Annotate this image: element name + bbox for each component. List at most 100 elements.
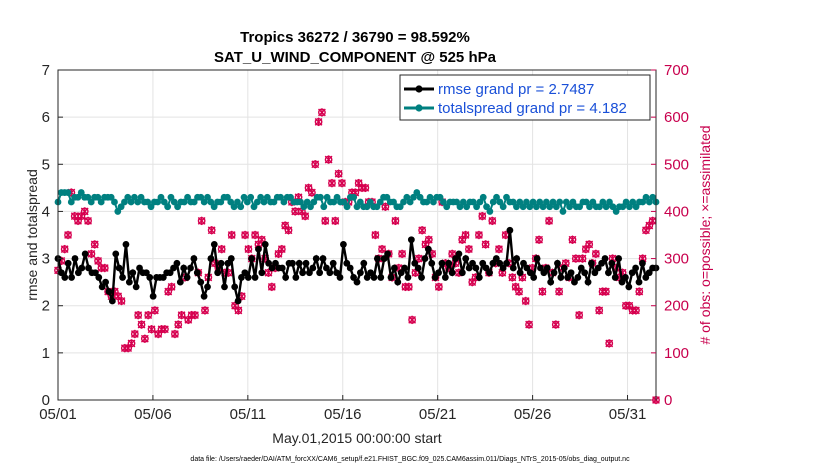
obs-point: [475, 230, 483, 240]
rmse-point: [421, 255, 429, 262]
x-tick-label: 05/31: [609, 406, 647, 423]
totalspread-point: [174, 203, 182, 211]
rmse-point: [64, 259, 72, 267]
rmse-point: [390, 264, 398, 272]
obs-point: [191, 310, 199, 320]
totalspread-point: [97, 198, 105, 206]
totalspread-point: [513, 203, 520, 211]
plot-frame: [57, 69, 657, 401]
totalspread-point: [566, 203, 574, 211]
rmse-point: [74, 269, 82, 277]
chart-title: Tropics 36272 / 36790 = 98.592%: [240, 29, 470, 46]
obs-point: [538, 287, 547, 296]
totalspread-point: [649, 193, 657, 201]
rmse-point: [302, 259, 310, 267]
rmse-point: [543, 264, 551, 272]
totalspread-point: [582, 198, 590, 206]
rmse-point: [594, 264, 602, 272]
rmse-point: [628, 269, 636, 277]
totalspread-point: [459, 198, 467, 206]
obs-point: [130, 329, 139, 339]
totalspread-point: [363, 203, 371, 211]
totalspread-point: [430, 198, 437, 206]
obs-point: [80, 207, 89, 216]
rmse-point: [132, 283, 140, 291]
rmse-point: [224, 259, 232, 267]
totalspread-point: [569, 198, 577, 206]
totalspread-point: [356, 198, 364, 206]
rmse-point: [533, 255, 541, 262]
totalspread-point: [84, 193, 92, 201]
totalspread-point: [486, 208, 494, 215]
totalspread-point: [456, 203, 464, 211]
totalspread-point: [310, 198, 318, 206]
totalspread-point: [257, 193, 265, 201]
totalspread-point: [350, 193, 358, 201]
totalspread-point: [469, 198, 477, 206]
obs-point: [424, 235, 433, 244]
rmse-point: [356, 269, 364, 277]
rmse-point: [404, 274, 412, 281]
totalspread-point: [230, 203, 238, 211]
rmse-point: [170, 264, 177, 272]
obs-point: [578, 254, 587, 263]
rmse-point: [105, 288, 113, 295]
obs-point: [465, 244, 473, 254]
y-right-tick-label: 700: [664, 62, 689, 79]
obs-point: [291, 207, 300, 216]
totalspread-point: [496, 198, 504, 206]
rmse-point: [516, 269, 524, 277]
plot-area: [58, 70, 656, 400]
totalspread-point: [542, 198, 550, 206]
rmse-point: [469, 259, 476, 267]
totalspread-point: [533, 203, 540, 211]
totalspread-point: [121, 198, 128, 206]
totalspread-point: [516, 198, 524, 206]
rmse-point: [91, 269, 99, 277]
obs-point: [207, 226, 216, 235]
obs-point: [555, 287, 564, 296]
obs-point: [595, 306, 604, 315]
obs-point: [371, 230, 380, 240]
obs-point: [90, 240, 99, 249]
legend: rmse grand pr = 2.7487 totalspread grand…: [399, 74, 651, 121]
rmse-point: [373, 255, 381, 262]
obs-point: [551, 320, 560, 329]
obs-point: [137, 320, 146, 329]
rmse-point: [350, 274, 358, 281]
rmse-point: [526, 269, 534, 277]
rmse-point: [261, 241, 269, 248]
rmse-point: [397, 269, 405, 277]
obs-point: [127, 339, 136, 348]
obs-point: [277, 244, 286, 254]
totalspread-point: [270, 198, 278, 206]
totalspread-point: [260, 198, 268, 206]
totalspread-point: [619, 203, 627, 211]
obs-point: [144, 310, 153, 320]
rmse-point: [200, 292, 208, 300]
totalspread-point: [536, 198, 544, 206]
totalspread-point: [107, 193, 115, 201]
obs-point: [408, 315, 417, 325]
y-right-tick-label: 500: [664, 156, 689, 173]
obs-point: [87, 249, 96, 259]
rmse-point: [115, 264, 123, 272]
obs-point: [495, 244, 503, 254]
rmse-point: [238, 274, 245, 281]
rmse-point: [316, 269, 324, 277]
rmse-point: [601, 255, 609, 262]
rmse-point: [367, 269, 374, 277]
totalspread-point: [111, 198, 118, 206]
rmse-point: [241, 269, 249, 277]
obs-point: [501, 230, 510, 240]
obs-point: [328, 178, 336, 188]
rmse-point: [492, 255, 500, 262]
y-tick-label: 4: [42, 203, 50, 220]
totalspread-point: [280, 198, 288, 206]
rmse-point: [431, 274, 439, 281]
y-right-tick-label: 0: [664, 392, 672, 409]
legend-marker-rmse: [415, 85, 423, 93]
rmse-point: [57, 269, 65, 277]
line-series: [54, 189, 660, 305]
rmse-point: [343, 259, 351, 267]
